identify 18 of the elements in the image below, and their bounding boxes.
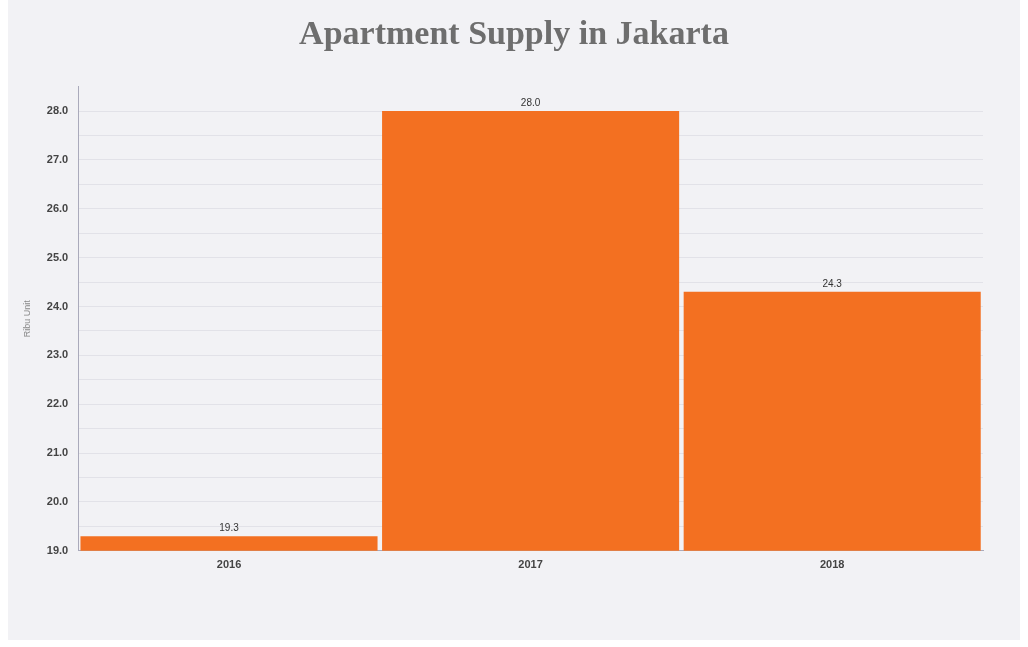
y-tick-label: 19.0 (46, 543, 69, 556)
y-tick-label: 20.0 (46, 494, 69, 507)
data-label: 24.3 (822, 277, 843, 289)
x-tick-label: 2018 (819, 558, 845, 571)
x-tick-label: 2017 (518, 558, 543, 571)
y-tick-label: 22.0 (46, 397, 69, 410)
y-tick-label: 27.0 (46, 152, 69, 165)
y-tick-label: 23.0 (46, 348, 69, 361)
y-tick-label: 21.0 (46, 446, 69, 459)
y-tick-label: 28.0 (46, 104, 69, 117)
data-label: 19.3 (219, 521, 240, 533)
y-tick-label: 25.0 (46, 250, 69, 263)
chart-title: Apartment Supply in Jakarta (298, 14, 730, 52)
x-tick-label: 2016 (216, 558, 242, 571)
y-tick-label: 26.0 (46, 201, 69, 214)
data-label: 28.0 (520, 96, 541, 108)
y-tick-label: 24.0 (46, 299, 69, 312)
y-axis-title: Ribu Unit (21, 299, 32, 338)
